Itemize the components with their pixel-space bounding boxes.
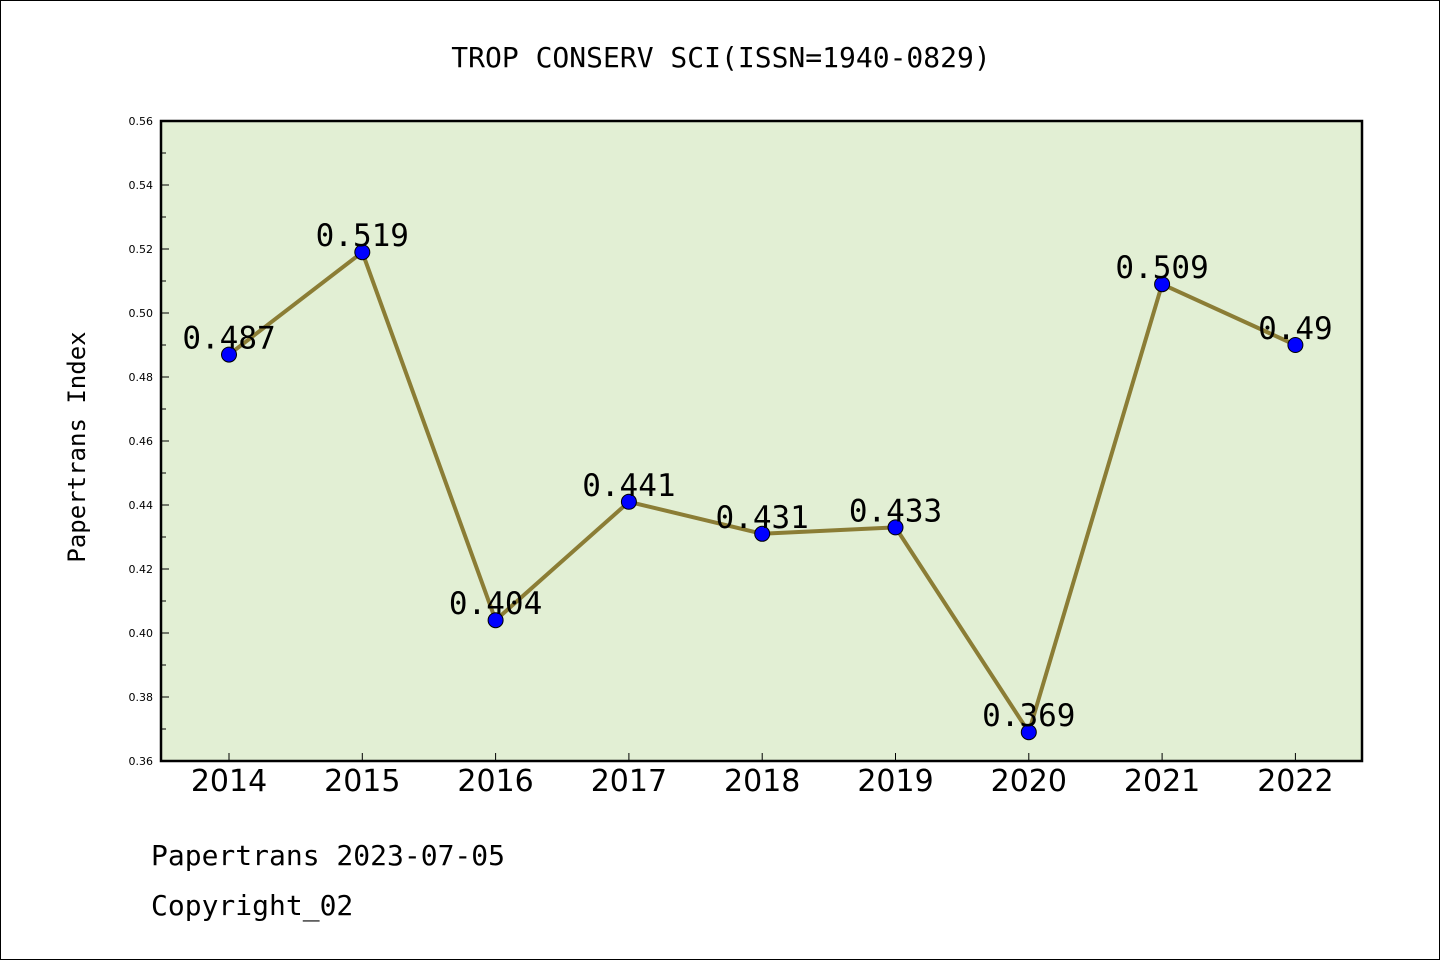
data-label: 0.49: [1258, 311, 1333, 347]
y-tick-label: 0.50: [129, 307, 154, 320]
data-point: [1287, 337, 1304, 353]
x-tick-label: 2017: [591, 764, 667, 799]
data-point: [221, 346, 237, 363]
x-tick-label: 2014: [191, 764, 267, 799]
data-label: 0.404: [449, 586, 542, 622]
data-label: 0.441: [582, 468, 675, 504]
y-tick-label: 0.42: [129, 563, 154, 576]
y-tick-label: 0.46: [129, 435, 154, 448]
y-tick-label: 0.48: [129, 371, 154, 384]
x-tick-label: 2019: [857, 764, 933, 799]
x-tick-label: 2022: [1257, 764, 1333, 799]
data-point: [487, 612, 504, 629]
y-tick-label: 0.36: [129, 755, 154, 768]
y-axis-label: Papertrans Index: [63, 331, 91, 562]
plot-area: [159, 119, 1364, 763]
x-tick-label: 2021: [1124, 764, 1200, 799]
data-point: [354, 244, 371, 261]
y-axis-ticks: 0.36 0.38 0.40 0.42 0.44 0.46 0.48 0.50 0.52 0.54…: [129, 115, 169, 768]
data-label: 0.369: [982, 698, 1075, 734]
y-tick-label: 0.38: [129, 691, 154, 704]
x-tick-label: 2018: [724, 764, 800, 799]
data-label: 0.519: [316, 218, 409, 254]
x-tick-label: 2015: [324, 764, 400, 799]
data-label: 0.487: [182, 321, 275, 357]
data-point: [754, 525, 771, 542]
y-tick-label: 0.54: [129, 179, 154, 192]
data-point: [620, 493, 637, 510]
footer-date: Papertrans 2023-07-05: [151, 839, 505, 872]
y-tick-label: 0.40: [129, 627, 154, 640]
data-point: [1020, 724, 1037, 741]
x-tick-label: 2016: [457, 764, 533, 799]
data-label: 0.433: [849, 493, 942, 529]
data-point: [887, 519, 904, 536]
y-tick-label: 0.44: [129, 499, 154, 512]
chart-title: TROP CONSERV SCI(ISSN=1940-0829): [451, 41, 990, 74]
y-tick-label: 0.56: [129, 115, 154, 128]
footer-copyright: Copyright_02: [151, 889, 353, 923]
x-tick-label: 2020: [991, 764, 1067, 799]
data-point: [1154, 276, 1171, 293]
data-markers: [221, 244, 1304, 741]
y-tick-label: 0.52: [129, 243, 154, 256]
data-labels: 0.487 0.519 0.404 0.441 0.431 0.433 0.369 0.509…: [182, 218, 1332, 734]
data-label: 0.509: [1115, 250, 1208, 286]
x-axis-ticks: 2014 2015 2016 2017 2018 2019 2020 2021 2022: [191, 753, 1334, 799]
data-label: 0.431: [716, 500, 809, 536]
